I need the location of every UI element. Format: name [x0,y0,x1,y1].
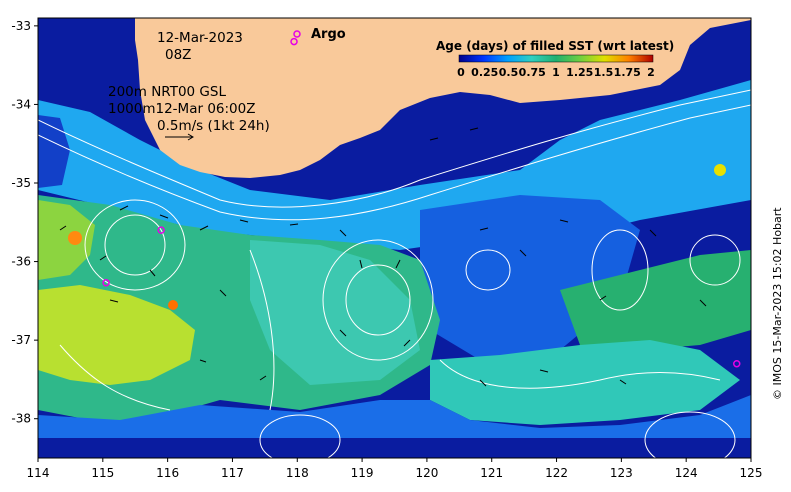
y-tick-label: -37 [11,333,31,347]
orange-patch-1 [68,231,82,245]
southern-deepblue-strip [38,438,751,458]
colorbar-tick-label: 1 [552,66,560,79]
x-tick-label: 121 [480,466,503,480]
argo-float-marker [290,37,298,46]
x-tick-label: 116 [156,466,179,480]
x-tick-label: 114 [27,466,50,480]
x-tick-label: 117 [221,466,244,480]
argo-legend-marker [293,30,301,38]
colorbar-tick-label: 1.75 [614,66,641,79]
argo-float-marker [102,279,110,287]
y-tick-label: -33 [11,19,31,33]
map-plot-area [38,18,751,458]
west-edge-deepblue [38,115,70,188]
x-tick-label: 115 [91,466,114,480]
mid-teal-zone [250,240,420,385]
x-tick-label: 118 [286,466,309,480]
colorbar-tick-label: 0.5 [499,66,519,79]
colorbar-ticks: 0 0.25 0.5 0.75 1 1.25 1.5 1.75 2 [457,66,655,79]
y-tick-label: -34 [11,97,31,111]
x-tick-label: 119 [351,466,374,480]
y-axis: -33 -34 -35 -36 -37 -38 [11,19,38,426]
colorbar-tick-label: 1.5 [594,66,614,79]
isobath-label-2: 1000m12-Mar 06:00Z [108,101,255,117]
southwest-yellow-zone [38,285,195,385]
x-axis: 114 115 116 117 118 119 120 121 122 123 124 125 [27,458,763,480]
velocity-scale-arrow [165,133,194,141]
argo-floats [102,37,741,368]
y-tick-label: -35 [11,176,31,190]
map-date: 12-Mar-2023 [157,30,243,46]
y-tick-label: -38 [11,412,31,426]
plot-frame [37,17,752,459]
y-tick-label: -36 [11,255,31,269]
argo-legend-label: Argo [311,27,346,42]
colorbar-tick-label: 0 [457,66,465,79]
sea-level-contours [38,89,751,458]
velocity-scale-label: 0.5m/s (1kt 24h) [157,118,270,134]
velocity-vectors [59,127,707,387]
argo-float-marker [732,359,741,368]
isobath-label-1: 200m NRT00 GSL [108,84,226,100]
colorbar-tick-label: 0.25 [471,66,498,79]
yellow-patch-east [714,164,726,176]
x-tick-label: 123 [610,466,633,480]
x-tick-label: 125 [740,466,763,480]
x-tick-label: 124 [675,466,698,480]
colorbar-title: Age (days) of filled SST (wrt latest) [436,39,674,53]
western-lime-patch [38,200,95,280]
colorbar-tick-label: 0.75 [519,66,546,79]
argo-float-marker [157,226,165,234]
credit-text: © IMOS 15-Mar-2023 15:02 Hobart [771,207,784,400]
colorbar-tick-label: 1.25 [566,66,593,79]
colorbar [458,54,654,63]
x-tick-label: 120 [415,466,438,480]
eastern-green-zone [560,250,751,350]
colorbar-tick-label: 2 [647,66,655,79]
x-tick-label: 122 [545,466,568,480]
orange-patch-2 [168,300,178,310]
map-time: 08Z [165,47,191,63]
